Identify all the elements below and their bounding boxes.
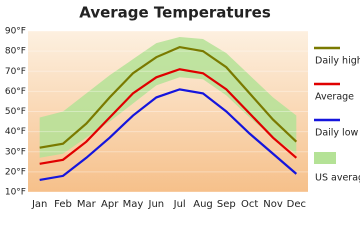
chart-title: Average Temperatures (79, 4, 271, 22)
x-tick-label: Jan (31, 199, 47, 210)
x-tick-label: Aug (193, 199, 213, 210)
y-tick-label: 60°F (5, 87, 26, 97)
x-tick-label: Apr (101, 199, 119, 210)
y-tick-label: 80°F (5, 47, 26, 57)
x-tick-label: Mar (77, 199, 97, 210)
x-tick-label: Nov (263, 199, 283, 210)
x-tick-label: Feb (54, 199, 72, 210)
line (39, 88, 298, 182)
line (39, 45, 298, 149)
y-tick-label: 40°F (5, 127, 26, 137)
y-tick-label: 90°F (5, 27, 26, 37)
x-tick-label: Oct (241, 199, 258, 210)
y-tick-label: 30°F (5, 147, 26, 157)
legend-label: Average (315, 92, 354, 103)
legend-label: Daily low (315, 128, 359, 139)
legend-swatch (314, 152, 336, 164)
x-tick-label: Jul (173, 199, 186, 210)
x-tick-label: Jun (148, 199, 165, 210)
us-average-band (39, 37, 297, 158)
x-tick-label: May (123, 199, 144, 210)
x-tick-label: Dec (287, 199, 306, 210)
line (39, 68, 298, 165)
y-tick-label: 70°F (5, 67, 26, 77)
legend-label: US average (315, 173, 360, 184)
x-tick-label: Sep (217, 199, 236, 210)
y-tick-label: 20°F (5, 167, 26, 177)
y-tick-label: 50°F (5, 107, 26, 117)
legend-label: Daily high (315, 56, 360, 67)
y-tick-label: 10°F (5, 188, 26, 198)
chart: Average Temperatures 10°F 20°F 30°F 40°F 50°… (5, 4, 360, 211)
